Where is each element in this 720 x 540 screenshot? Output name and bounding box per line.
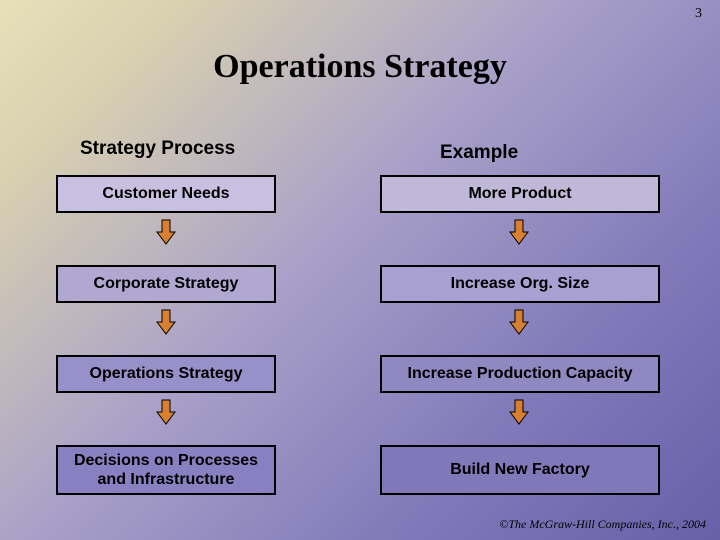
down-arrow-icon — [155, 218, 177, 246]
down-arrow-icon — [155, 308, 177, 336]
copyright-footer: ©The McGraw-Hill Companies, Inc., 2004 — [499, 517, 706, 532]
page-number: 3 — [695, 6, 702, 22]
example-box-build-factory: Build New Factory — [380, 445, 660, 495]
example-box-increase-org-size: Increase Org. Size — [380, 265, 660, 303]
left-column-header: Strategy Process — [80, 138, 235, 160]
example-box-increase-capacity: Increase Production Capacity — [380, 355, 660, 393]
down-arrow-icon — [508, 398, 530, 426]
down-arrow-icon — [155, 398, 177, 426]
process-box-customer-needs: Customer Needs — [56, 175, 276, 213]
process-box-operations-strategy: Operations Strategy — [56, 355, 276, 393]
right-column-header: Example — [440, 142, 518, 164]
slide-title: Operations Strategy — [0, 48, 720, 86]
down-arrow-icon — [508, 218, 530, 246]
example-box-more-product: More Product — [380, 175, 660, 213]
process-box-decisions: Decisions on Processes and Infrastructur… — [56, 445, 276, 495]
down-arrow-icon — [508, 308, 530, 336]
process-box-corporate-strategy: Corporate Strategy — [56, 265, 276, 303]
